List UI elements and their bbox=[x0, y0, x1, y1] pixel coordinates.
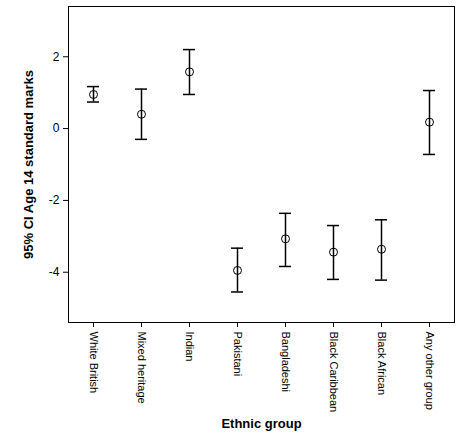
svg-text:-4: -4 bbox=[49, 265, 60, 279]
svg-text:-2: -2 bbox=[49, 193, 60, 207]
svg-text:Black African: Black African bbox=[376, 332, 388, 396]
svg-text:Indian: Indian bbox=[184, 332, 196, 362]
svg-text:95% CI Age 14 standard marks: 95% CI Age 14 standard marks bbox=[21, 70, 36, 259]
svg-text:0: 0 bbox=[53, 121, 60, 135]
svg-text:Pakistani: Pakistani bbox=[232, 332, 244, 377]
svg-text:2: 2 bbox=[53, 50, 60, 64]
svg-text:Any other group: Any other group bbox=[424, 332, 436, 410]
svg-text:White British: White British bbox=[88, 332, 100, 394]
svg-text:Ethnic group: Ethnic group bbox=[221, 416, 301, 431]
svg-text:Bangladeshi: Bangladeshi bbox=[280, 332, 292, 393]
svg-text:Mixed heritage: Mixed heritage bbox=[136, 332, 148, 404]
svg-text:Black Caribbean: Black Caribbean bbox=[328, 332, 340, 413]
